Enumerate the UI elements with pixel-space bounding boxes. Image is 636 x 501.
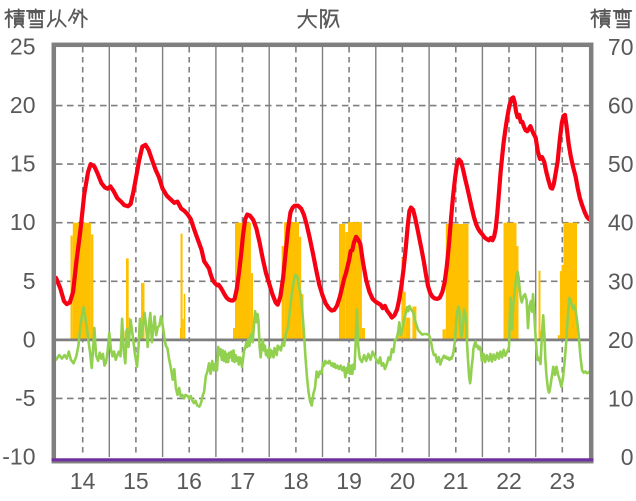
svg-text:70: 70 xyxy=(608,34,634,60)
svg-text:10: 10 xyxy=(10,209,36,235)
svg-text:5: 5 xyxy=(23,268,36,294)
svg-text:30: 30 xyxy=(608,268,634,294)
svg-text:18: 18 xyxy=(283,468,309,494)
svg-text:19: 19 xyxy=(336,468,362,494)
svg-text:20: 20 xyxy=(608,327,634,353)
svg-text:10: 10 xyxy=(608,385,634,411)
svg-text:0: 0 xyxy=(23,326,36,352)
svg-text:20: 20 xyxy=(390,468,416,494)
svg-text:21: 21 xyxy=(443,468,469,494)
svg-text:14: 14 xyxy=(70,468,96,494)
svg-text:20: 20 xyxy=(10,92,36,118)
svg-text:16: 16 xyxy=(176,468,202,494)
svg-text:50: 50 xyxy=(608,151,634,177)
svg-text:60: 60 xyxy=(608,93,634,119)
svg-text:15: 15 xyxy=(10,151,36,177)
svg-text:0: 0 xyxy=(621,444,634,470)
svg-text:15: 15 xyxy=(123,468,149,494)
svg-text:17: 17 xyxy=(230,468,256,494)
svg-text:23: 23 xyxy=(550,468,576,494)
svg-text:-5: -5 xyxy=(15,385,35,411)
svg-text:40: 40 xyxy=(608,210,634,236)
svg-text:22: 22 xyxy=(496,468,522,494)
svg-text:25: 25 xyxy=(10,34,36,60)
svg-text:-10: -10 xyxy=(2,444,35,470)
